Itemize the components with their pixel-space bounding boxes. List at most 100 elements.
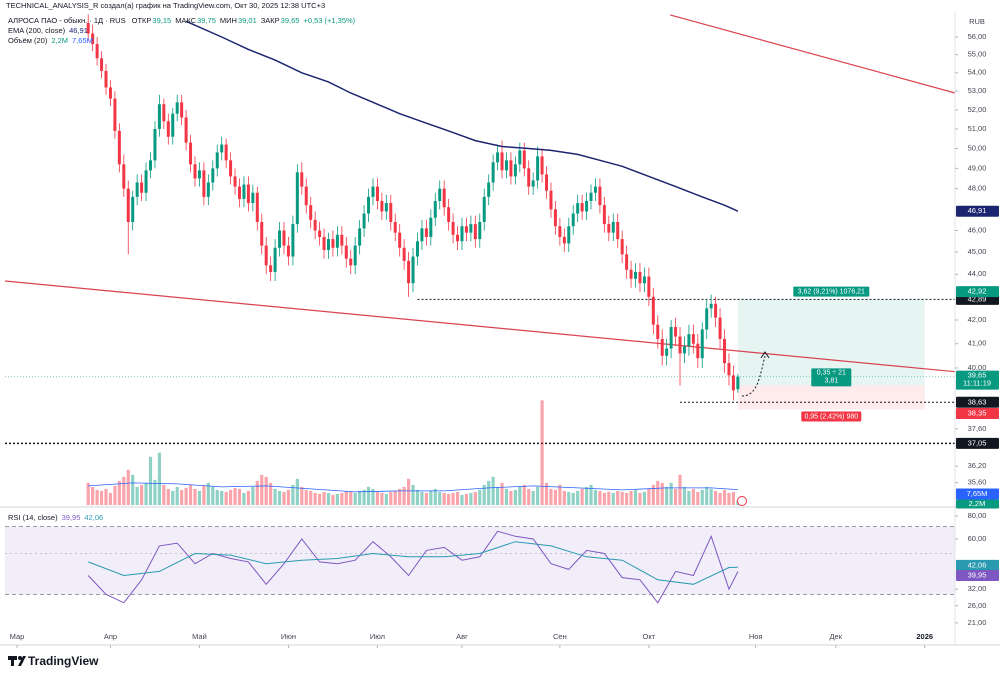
candle-body <box>304 186 308 206</box>
rsi-ma-line <box>88 541 738 585</box>
volume-bar <box>571 492 575 505</box>
logo-mark <box>11 656 14 666</box>
candle-body <box>86 23 90 34</box>
candle-body <box>473 224 477 240</box>
volume-bar <box>616 490 620 505</box>
volume-bar <box>469 492 473 505</box>
candle-body <box>326 239 330 250</box>
volume-bar <box>135 486 139 505</box>
alert-icon[interactable] <box>737 496 747 506</box>
y-tick-label: 44,00 <box>968 269 987 278</box>
candle-body <box>153 128 157 161</box>
candle-body <box>104 70 108 88</box>
volume-bar <box>264 476 268 505</box>
volume-bar <box>598 490 602 505</box>
candle-body <box>616 221 620 240</box>
x-tick-label: Авг <box>456 632 468 641</box>
candle-body <box>709 303 713 309</box>
volume-bar <box>188 484 193 505</box>
volume-bar <box>353 492 357 505</box>
candle-body <box>371 186 375 197</box>
candle-body <box>407 260 411 284</box>
candle-body <box>175 102 179 114</box>
candle-body <box>482 196 486 222</box>
candle-body <box>286 245 290 257</box>
candle-body <box>140 182 144 193</box>
candle-body <box>642 276 646 284</box>
volume-bar <box>678 474 682 505</box>
y-tick-label: 52,00 <box>968 105 987 114</box>
volume-bar <box>705 486 709 505</box>
volume-bar <box>580 488 584 505</box>
volume-bar <box>625 492 629 505</box>
candle-body <box>438 188 442 202</box>
candle-body <box>442 188 446 208</box>
candle-body <box>184 117 188 143</box>
volume-bar <box>237 488 242 505</box>
x-tick-label: Июл <box>370 632 385 641</box>
volume-bar <box>184 487 188 505</box>
volume-bar <box>326 492 331 505</box>
volume-bar <box>309 490 313 505</box>
volume-legend: Объём (20) 2,2M 7,65M <box>8 36 93 45</box>
candle-body <box>504 160 508 171</box>
volume-bar <box>313 492 317 505</box>
volume-bar <box>300 486 304 505</box>
volume-bar <box>295 478 299 505</box>
y-tick-label: 46,00 <box>968 225 987 234</box>
volume-bar <box>460 494 464 505</box>
candle-body <box>375 186 379 202</box>
volume-bar <box>451 492 455 505</box>
ema-title: EMA (200, close) <box>8 26 66 35</box>
volume-bar <box>420 491 424 505</box>
volume-bar <box>282 491 286 505</box>
x-tick-label: Май <box>192 632 207 641</box>
volume-bar <box>629 490 633 505</box>
candle-body <box>189 142 193 165</box>
candle-body <box>571 213 575 227</box>
volume-bar <box>549 488 553 505</box>
candle-body <box>398 232 402 248</box>
candle-body <box>518 150 522 165</box>
volume-bar <box>429 490 433 505</box>
candle-body <box>536 156 540 181</box>
volume-bar <box>669 482 673 505</box>
last-price-box <box>956 370 999 390</box>
symbol: АЛРОСА ПАО - обыкн. · 1Д · RUS <box>8 16 126 25</box>
candle-body <box>349 258 353 266</box>
volume-bar <box>593 489 598 505</box>
ohlc-value: 39,01 <box>238 16 257 25</box>
volume-bar <box>504 488 509 505</box>
volume-bar <box>718 492 722 505</box>
symbol-row: АЛРОСА ПАО - обыкн. · 1Д · RUS ОТКР39,15 М… <box>8 16 356 25</box>
ema-legend: EMA (200, close) 46,91 <box>8 26 88 35</box>
currency: RUB <box>969 17 985 26</box>
candle-body <box>269 265 273 272</box>
x-tick-label: Ноя <box>749 632 763 641</box>
y-tick-label: 41,00 <box>968 339 987 348</box>
candle-body <box>108 87 112 99</box>
ohlc-value: 39,15 <box>152 16 171 25</box>
volume-bar <box>589 484 593 505</box>
ohlc-value: 39,75 <box>197 16 216 25</box>
candle-body <box>358 228 362 246</box>
volume-axis-label-box <box>956 499 999 509</box>
candle-body <box>562 236 566 244</box>
volume-bar <box>349 491 353 505</box>
volume-bar <box>682 486 687 505</box>
volume-bar <box>651 484 655 505</box>
volume-bar <box>536 486 540 505</box>
candle-body <box>291 224 295 257</box>
last-price-label: 39,65 <box>968 371 987 380</box>
ohlc-label: ОТКР <box>132 16 152 25</box>
volume-bar <box>126 469 130 505</box>
candle-body <box>589 192 593 202</box>
volume-bar <box>727 492 731 505</box>
rsi-legend: RSI (14, close) 39,95 42,06 <box>8 513 103 522</box>
ohlc-change: +0,53 (+1,35%) <box>303 16 355 25</box>
candle-body <box>678 336 682 354</box>
volume-bar <box>331 494 335 505</box>
volume-bar <box>482 484 486 505</box>
candle-body <box>367 196 371 214</box>
x-tick-label: Июн <box>281 632 296 641</box>
